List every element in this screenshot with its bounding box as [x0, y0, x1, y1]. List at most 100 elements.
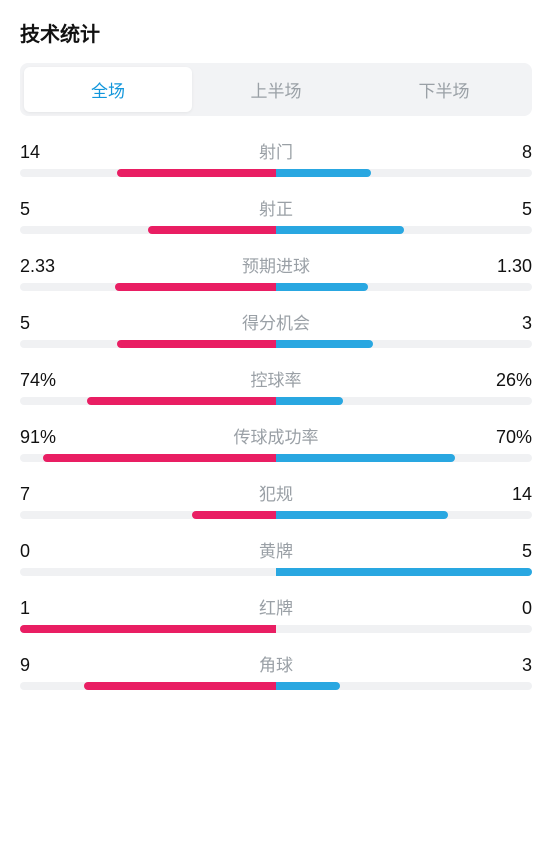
- stat-label: 得分机会: [60, 309, 492, 334]
- stat-bar-right-track: [276, 511, 532, 519]
- stat-bar-left-track: [20, 283, 276, 291]
- stat-value-left: 0: [20, 541, 60, 562]
- stat-header: 14射门8: [20, 138, 532, 163]
- stat-bar-left-fill: [43, 454, 276, 462]
- stat-label: 射正: [60, 195, 492, 220]
- stat-bar-left-track: [20, 511, 276, 519]
- stat-bar-left-track: [20, 397, 276, 405]
- stat-value-left: 2.33: [20, 256, 60, 277]
- stat-value-right: 14: [492, 484, 532, 505]
- stat-bar-right-track: [276, 283, 532, 291]
- stat-bar-left-fill: [117, 169, 276, 177]
- stat-value-left: 91%: [20, 427, 60, 448]
- stat-value-right: 3: [492, 313, 532, 334]
- stat-bar: [20, 682, 532, 690]
- tab-label: 全场: [91, 82, 125, 101]
- stat-value-right: 0: [492, 598, 532, 619]
- stat-value-right: 70%: [492, 427, 532, 448]
- stat-value-right: 5: [492, 541, 532, 562]
- stat-bar-left-track: [20, 625, 276, 633]
- stat-value-left: 14: [20, 142, 60, 163]
- stat-row: 7犯规14: [20, 480, 532, 519]
- stat-bar: [20, 454, 532, 462]
- stat-value-left: 5: [20, 313, 60, 334]
- stat-value-right: 5: [492, 199, 532, 220]
- stat-label: 犯规: [60, 480, 492, 505]
- stat-bar: [20, 397, 532, 405]
- stats-list: 14射门85射正52.33预期进球1.305得分机会374%控球率26%91%传…: [20, 138, 532, 690]
- stat-label: 传球成功率: [60, 423, 492, 448]
- stat-row: 5得分机会3: [20, 309, 532, 348]
- tab-label: 上半场: [251, 82, 302, 101]
- stat-row: 14射门8: [20, 138, 532, 177]
- stat-header: 1红牌0: [20, 594, 532, 619]
- stat-bar-left-fill: [117, 340, 276, 348]
- stats-panel: 技术统计 全场 上半场 下半场 14射门85射正52.33预期进球1.305得分…: [0, 0, 552, 690]
- stat-bar-right-fill: [276, 454, 455, 462]
- stat-bar-right-track: [276, 625, 532, 633]
- stat-value-left: 7: [20, 484, 60, 505]
- stat-bar: [20, 226, 532, 234]
- period-tabs: 全场 上半场 下半场: [20, 63, 532, 116]
- stat-bar-right-fill: [276, 682, 340, 690]
- stat-label: 射门: [60, 138, 492, 163]
- stat-bar-right-fill: [276, 283, 368, 291]
- stat-header: 74%控球率26%: [20, 366, 532, 391]
- tab-second-half[interactable]: 下半场: [360, 67, 528, 112]
- stat-label: 角球: [60, 651, 492, 676]
- stat-value-right: 8: [492, 142, 532, 163]
- stat-value-right: 3: [492, 655, 532, 676]
- stat-bar-right-fill: [276, 169, 371, 177]
- stat-row: 5射正5: [20, 195, 532, 234]
- stat-header: 7犯规14: [20, 480, 532, 505]
- stat-bar-right-track: [276, 682, 532, 690]
- stat-row: 9角球3: [20, 651, 532, 690]
- tab-full[interactable]: 全场: [24, 67, 192, 112]
- stat-header: 5射正5: [20, 195, 532, 220]
- stat-header: 2.33预期进球1.30: [20, 252, 532, 277]
- stat-value-left: 5: [20, 199, 60, 220]
- stat-row: 1红牌0: [20, 594, 532, 633]
- stat-bar-right-track: [276, 454, 532, 462]
- stat-bar-right-fill: [276, 568, 532, 576]
- stat-bar: [20, 283, 532, 291]
- tab-first-half[interactable]: 上半场: [192, 67, 360, 112]
- tab-label: 下半场: [419, 82, 470, 101]
- page-title: 技术统计: [20, 18, 532, 47]
- stat-bar: [20, 625, 532, 633]
- stat-bar-left-track: [20, 340, 276, 348]
- stat-header: 0黄牌5: [20, 537, 532, 562]
- stat-value-left: 9: [20, 655, 60, 676]
- stat-bar-left-track: [20, 226, 276, 234]
- stat-value-left: 1: [20, 598, 60, 619]
- stat-bar-right-track: [276, 568, 532, 576]
- stat-label: 控球率: [60, 366, 492, 391]
- stat-bar-left-fill: [115, 283, 276, 291]
- stat-bar-right-track: [276, 340, 532, 348]
- stat-bar-right-track: [276, 397, 532, 405]
- stat-bar: [20, 169, 532, 177]
- stat-bar-right-track: [276, 226, 532, 234]
- stat-value-right: 1.30: [492, 256, 532, 277]
- stat-label: 黄牌: [60, 537, 492, 562]
- stat-row: 74%控球率26%: [20, 366, 532, 405]
- stat-header: 5得分机会3: [20, 309, 532, 334]
- stat-bar: [20, 340, 532, 348]
- stat-value-right: 26%: [492, 370, 532, 391]
- stat-label: 红牌: [60, 594, 492, 619]
- stat-value-left: 74%: [20, 370, 60, 391]
- stat-bar-left-track: [20, 454, 276, 462]
- stat-bar-right-fill: [276, 511, 448, 519]
- stat-bar-left-track: [20, 682, 276, 690]
- stat-bar-left-track: [20, 568, 276, 576]
- stat-bar-left-fill: [87, 397, 276, 405]
- stat-bar-left-fill: [20, 625, 276, 633]
- stat-bar-left-track: [20, 169, 276, 177]
- stat-row: 2.33预期进球1.30: [20, 252, 532, 291]
- stat-row: 91%传球成功率70%: [20, 423, 532, 462]
- stat-bar: [20, 568, 532, 576]
- stat-header: 91%传球成功率70%: [20, 423, 532, 448]
- stat-bar: [20, 511, 532, 519]
- stat-bar-left-fill: [84, 682, 276, 690]
- stat-bar-right-fill: [276, 340, 373, 348]
